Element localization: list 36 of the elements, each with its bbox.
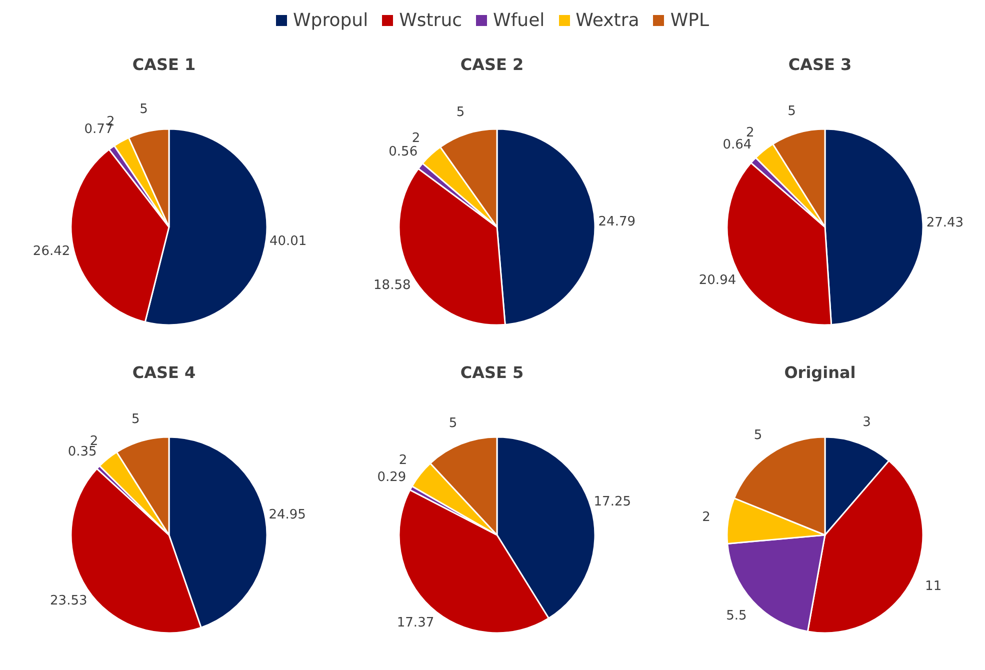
data-label: 20.94: [698, 272, 736, 288]
data-label: 17.37: [396, 616, 434, 631]
data-label: 23.53: [50, 593, 88, 608]
legend-label: Wextra: [574, 10, 640, 30]
legend-label: Wpropul: [292, 10, 368, 30]
data-label: 0.56: [388, 144, 418, 160]
data-label: 5: [788, 104, 796, 120]
data-label: 5: [448, 416, 458, 431]
data-label: 2: [702, 510, 710, 525]
data-label: 5: [140, 102, 148, 118]
data-label: 27.43: [926, 216, 964, 231]
legend-label: Wfuel: [492, 10, 545, 30]
chart-title: CASE 3: [787, 54, 853, 76]
text: CASE 1: [131, 54, 197, 76]
data-label: 5.5: [726, 608, 747, 624]
data-label: 17.25: [594, 494, 632, 510]
data-label: 3: [862, 415, 871, 430]
data-label: 18.58: [374, 278, 411, 293]
data-label: 2: [398, 452, 408, 468]
chart-title: CASE 5: [459, 362, 525, 384]
data-label: 0.29: [377, 470, 406, 486]
data-label: 40.01: [269, 234, 307, 250]
data-label: 2: [412, 130, 420, 146]
chart-title: CASE 2: [459, 54, 525, 76]
data-label: 11: [925, 579, 942, 594]
data-label: 5: [754, 428, 762, 443]
data-label: 24.79: [598, 214, 636, 230]
legend-label: WPL: [669, 10, 709, 30]
data-label: 5: [132, 412, 140, 428]
data-label: 24.95: [268, 508, 306, 523]
data-label: 5: [456, 105, 465, 120]
legend-label: Wstruc: [398, 10, 462, 30]
chart-title: CASE 4: [131, 362, 197, 384]
data-label: 0.64: [722, 138, 752, 153]
data-label: 26.42: [32, 244, 70, 260]
chart-title: Original: [783, 362, 857, 384]
